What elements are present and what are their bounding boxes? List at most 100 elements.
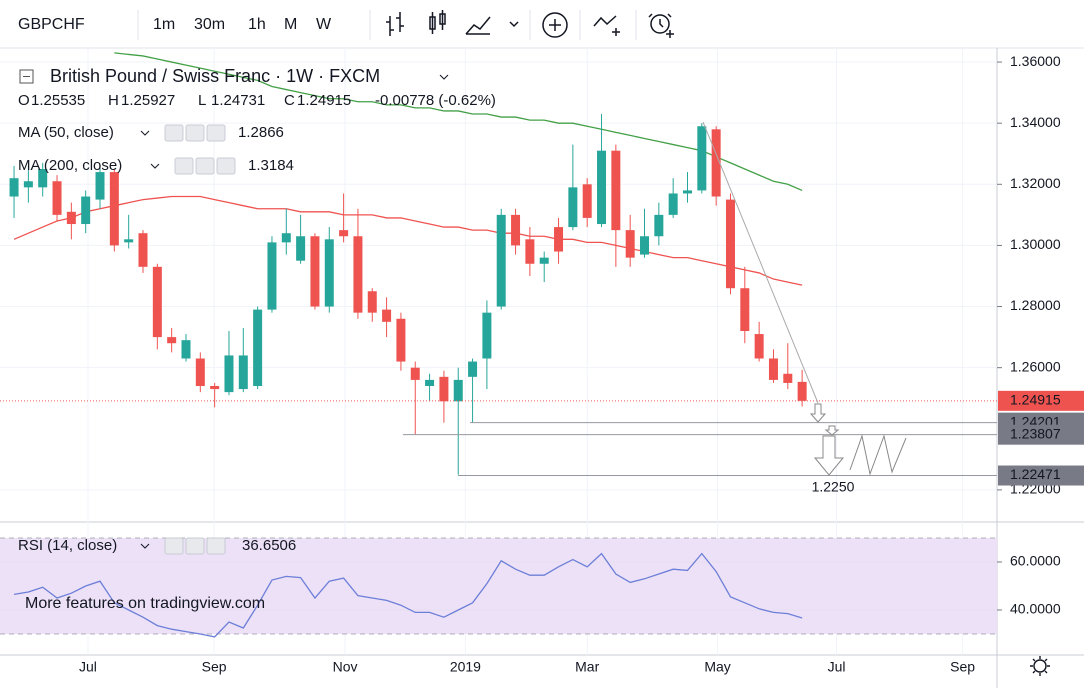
legend-icon[interactable] (206, 124, 226, 142)
candle-body (310, 236, 320, 307)
candle-body (410, 367, 420, 380)
candle-body (453, 379, 463, 402)
legend-title: British Pound / Swiss Franc · 1W · FXCM (50, 66, 380, 86)
labels: Jul Sep Nov 2019 Mar May Jul Sep 1.36000 1.34000 1… (18, 53, 1084, 675)
candle-body (296, 236, 306, 261)
symbol[interactable]: GBPCHF (18, 16, 85, 33)
legend-dropdown[interactable] (150, 163, 160, 169)
x-tick-label: Sep (950, 659, 975, 675)
legend-label: MA (50, close) (18, 124, 114, 141)
candle-body (640, 236, 650, 255)
candle-body (339, 230, 349, 237)
ohlc-label: H (108, 92, 119, 109)
interval-button[interactable]: 1h (248, 16, 266, 33)
candle-body (253, 309, 263, 387)
y-tick-label: 1.32000 (1010, 175, 1061, 191)
candle-body (568, 187, 578, 228)
legend-icon[interactable] (206, 537, 226, 555)
style-dropdown[interactable] (509, 21, 519, 28)
candle-body (468, 361, 478, 377)
y-tick-label: 1.36000 (1010, 53, 1061, 69)
candle-body (224, 355, 234, 393)
watermark[interactable]: More features on tradingview.com (25, 595, 265, 612)
legend-label: MA (200, close) (18, 157, 122, 174)
candle-style-icon[interactable] (429, 10, 446, 34)
price-label-box (998, 465, 1084, 486)
legend-icon[interactable] (216, 157, 236, 175)
alert-icon[interactable] (648, 13, 674, 38)
legend-dropdown[interactable] (140, 130, 150, 136)
candle-body (582, 184, 592, 218)
toolbar (0, 0, 1084, 48)
candle-body (697, 126, 707, 191)
candle-body (195, 358, 205, 387)
indicators-icon[interactable] (542, 12, 568, 38)
moving-average (114, 52, 803, 192)
candle-body (353, 236, 363, 313)
candle-body (66, 211, 76, 225)
legend-icon[interactable] (195, 157, 215, 175)
legend-icon[interactable] (185, 124, 205, 142)
legend-dropdown[interactable] (439, 74, 449, 80)
annotation: 1.2250 (812, 479, 855, 495)
ohlc-value: 1.24915 (297, 92, 351, 109)
candle-body (38, 169, 48, 188)
legend-value: 1.3184 (248, 157, 294, 174)
x-tick-label: Jul (79, 659, 97, 675)
candle-body (382, 309, 392, 322)
candle-body (496, 214, 506, 307)
legend-icon[interactable] (164, 537, 184, 555)
candle-body (439, 376, 449, 402)
candle-body (210, 386, 220, 390)
compare-icon[interactable] (593, 15, 620, 36)
candle-body (740, 288, 750, 331)
rsi-line (13, 552, 803, 638)
candle-body (525, 239, 535, 264)
candle-body (95, 172, 105, 200)
legend-dropdown[interactable] (140, 543, 150, 549)
candle-body (138, 233, 148, 267)
change-value: -0.00778 (-0.62%) (375, 92, 496, 109)
rsi-band (0, 538, 997, 635)
candle-body (109, 172, 119, 246)
x-tick-label: Jul (828, 659, 846, 675)
last-price-label: 1.24915 (1010, 392, 1061, 408)
interval-button[interactable]: M (284, 16, 297, 33)
interval-button[interactable]: 1m (153, 16, 175, 33)
candle-body (668, 193, 678, 215)
candle-body (81, 196, 91, 225)
price-label-box (998, 424, 1084, 445)
legend-icon[interactable] (174, 157, 194, 175)
x-tick-label: 2019 (450, 659, 481, 675)
candle-body (9, 178, 19, 197)
candle-body (597, 150, 607, 225)
ohlc-label: O (18, 92, 30, 109)
collapse-icon[interactable] (19, 69, 34, 84)
candle-body (554, 227, 564, 252)
interval-button[interactable]: W (316, 16, 332, 33)
candle-body (425, 379, 435, 387)
y-tick-label: 60.0000 (1010, 553, 1061, 569)
ohlc-label: C (284, 92, 295, 109)
settings-icon[interactable] (1030, 656, 1050, 676)
ohlc-value: 1.24731 (211, 92, 265, 109)
ohlc-value: 1.25535 (31, 92, 85, 109)
candle-body (23, 181, 33, 188)
plot (0, 52, 997, 638)
legend-value: 1.2866 (238, 124, 284, 141)
candle-body (238, 355, 248, 390)
bar-style-icon[interactable] (386, 12, 404, 36)
x-tick-label: Sep (202, 659, 227, 675)
candle-body (511, 214, 521, 246)
legend-icon[interactable] (185, 537, 205, 555)
drawings (702, 121, 907, 476)
candle-body (783, 373, 793, 383)
candle-body (324, 239, 334, 307)
y-tick-label: 1.28000 (1010, 297, 1061, 313)
candle-body (754, 334, 764, 359)
area-style-icon[interactable] (465, 16, 491, 35)
candle-body (797, 381, 807, 401)
interval-button[interactable]: 30m (194, 16, 225, 33)
price-label: 1.22471 (1010, 466, 1061, 482)
legend-icon[interactable] (164, 124, 184, 142)
